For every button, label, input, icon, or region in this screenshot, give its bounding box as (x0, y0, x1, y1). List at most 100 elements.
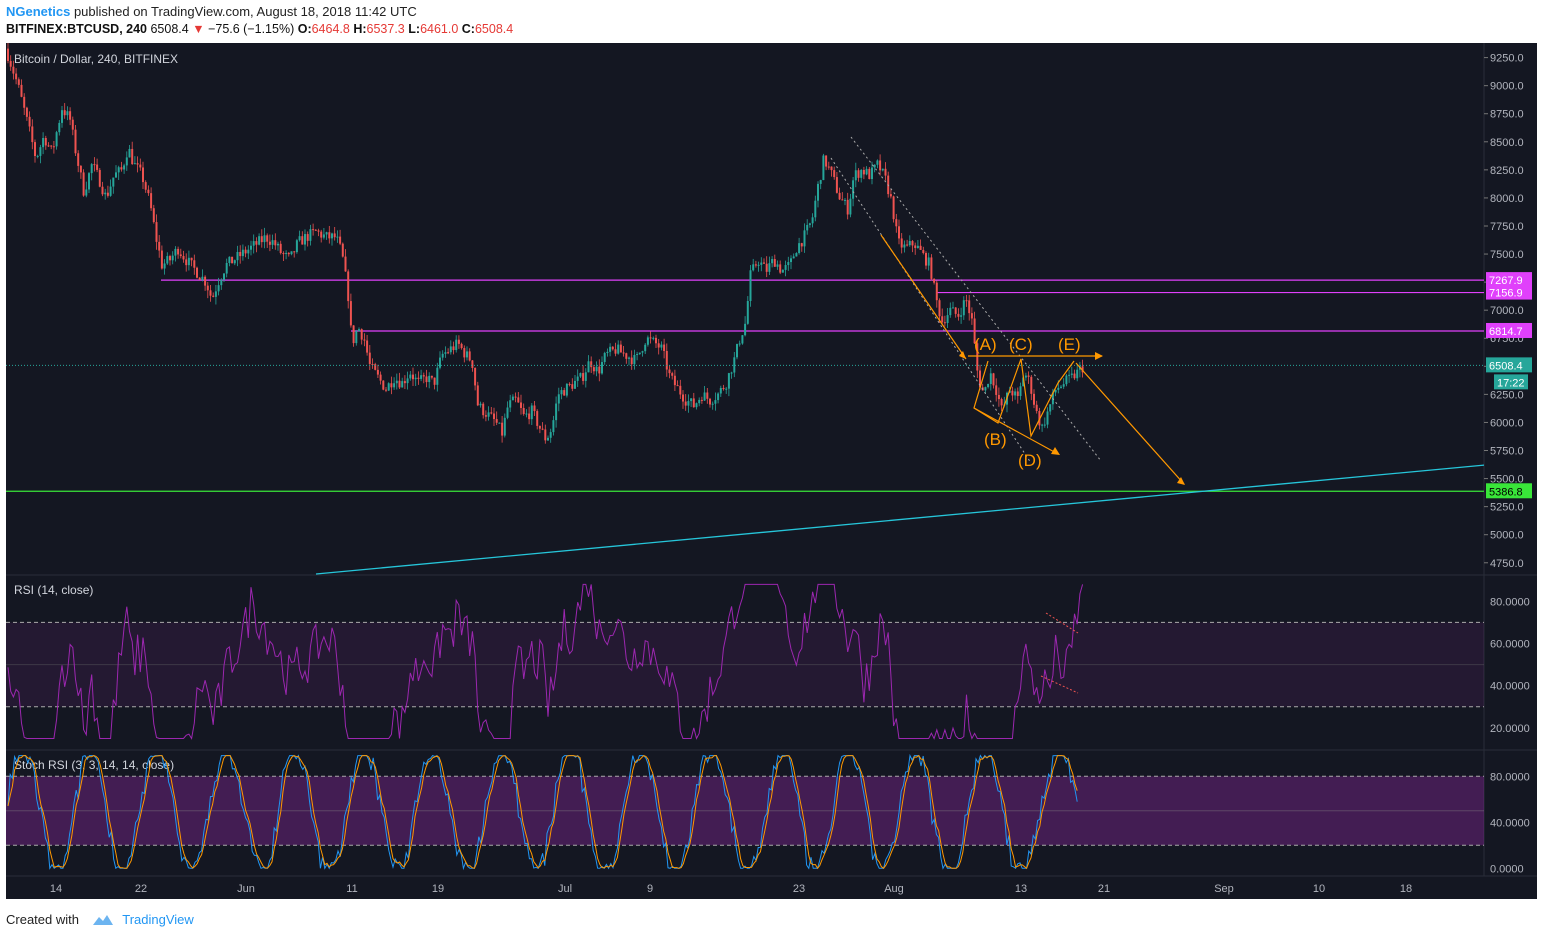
candle (484, 410, 487, 422)
candle (433, 377, 436, 390)
candle (938, 298, 941, 323)
candle-body (579, 373, 582, 377)
candle (711, 401, 714, 410)
price-tick-label: 7750.0 (1490, 221, 1524, 233)
candle-body (692, 398, 695, 408)
candle (355, 329, 358, 346)
candle-body (85, 189, 88, 196)
rsi-tick-label: 40.0000 (1490, 681, 1530, 693)
candle (228, 256, 231, 267)
candle-body (808, 223, 811, 225)
candle (565, 383, 568, 398)
candle-body (989, 373, 992, 384)
candle-body (538, 425, 541, 429)
candle-body (244, 249, 247, 254)
candle-body (576, 376, 579, 381)
stoch-tick-label: 0.0000 (1490, 863, 1524, 875)
candle (962, 296, 965, 320)
candle-body (422, 375, 425, 377)
candle-body (385, 389, 387, 391)
candle-body (625, 353, 628, 359)
time-tick-label: Aug (884, 883, 904, 895)
candle-body (733, 357, 736, 373)
candle-body (163, 263, 166, 269)
candle-body (1035, 404, 1038, 412)
candle-body (746, 301, 749, 324)
candle (44, 135, 47, 150)
author-link[interactable]: NGenetics (6, 4, 71, 19)
candle (25, 106, 28, 121)
candle-body (376, 369, 379, 375)
candle (541, 422, 544, 431)
candle (827, 161, 830, 170)
candle (854, 162, 857, 188)
candle-body (922, 249, 925, 254)
candle (214, 284, 217, 305)
candle (282, 251, 285, 261)
candle (260, 229, 263, 248)
candle (201, 269, 204, 282)
candle-body (71, 119, 74, 130)
candle (409, 370, 412, 381)
candle-body (908, 241, 911, 246)
candle-body (93, 164, 96, 166)
candle (347, 269, 350, 309)
candle (582, 365, 585, 385)
candle (703, 386, 706, 401)
candle (150, 187, 153, 211)
candle (808, 222, 811, 228)
candle (560, 386, 563, 400)
candle-body (941, 316, 944, 323)
candle (312, 223, 315, 236)
candle-body (1073, 373, 1076, 379)
level-label-bg (1486, 483, 1532, 499)
candle-body (795, 253, 798, 257)
candle (671, 371, 674, 380)
candle-body (204, 276, 207, 286)
candle-body (814, 200, 817, 218)
candle (328, 225, 331, 244)
candle-body (911, 241, 914, 246)
candle-body (879, 160, 882, 171)
candle-body (12, 66, 15, 74)
wave-label: (A) (974, 335, 997, 354)
candle (800, 242, 803, 252)
rsi-divergence-arrow (1040, 675, 1079, 694)
candle-body (409, 374, 412, 379)
candle (579, 372, 582, 378)
candle (700, 396, 703, 404)
candle (295, 238, 298, 254)
candle (482, 402, 485, 419)
candle (765, 256, 768, 278)
chart-area[interactable]: 9250.0 9000.0 8750.0 8500.0 8250.0 8000.0 7750… (6, 43, 1537, 899)
tradingview-logo-icon[interactable] (91, 913, 115, 927)
candle (77, 150, 80, 173)
candle-body (754, 264, 757, 266)
candle-body (233, 260, 236, 264)
arrow-head (1051, 447, 1060, 455)
candle (979, 364, 981, 390)
candle (98, 167, 101, 188)
last-price-label: 6508.4 (1489, 360, 1523, 372)
chart-svg[interactable]: 9250.0 9000.0 8750.0 8500.0 8250.0 8000.0 7750… (6, 43, 1537, 899)
candle-body (525, 413, 528, 415)
candle (717, 392, 720, 404)
high-value: 6537.3 (366, 22, 405, 36)
candle-body (317, 230, 320, 232)
candle (603, 351, 606, 365)
candle-body (66, 111, 69, 116)
candle (549, 428, 552, 443)
candle (363, 333, 366, 347)
candle (1049, 404, 1052, 415)
candle-body (587, 361, 590, 373)
candle (925, 251, 927, 270)
candle (223, 272, 225, 282)
tradingview-link[interactable]: TradingView (122, 912, 194, 927)
candle-body (714, 400, 717, 404)
candle-body (198, 277, 201, 280)
chart-header: NGenetics published on TradingView.com, … (0, 0, 1543, 42)
candle (455, 335, 458, 353)
candle-body (968, 300, 971, 314)
candle-body (925, 253, 927, 266)
candle-body (460, 343, 463, 349)
